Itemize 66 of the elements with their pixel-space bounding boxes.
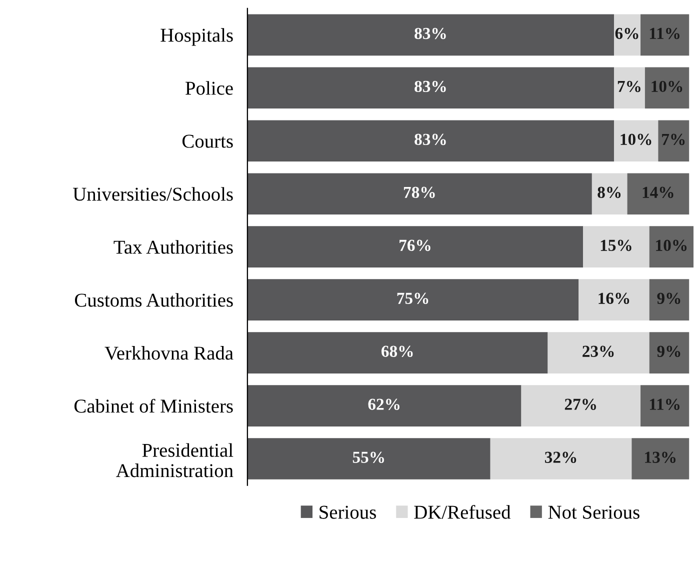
data-label: 10% [652,80,682,92]
bar [627,173,690,215]
bar [649,332,690,374]
data-label: 27% [564,398,596,410]
data-label: 62% [368,398,400,410]
y-tick-label: Universities/Schools [73,187,233,201]
bar [247,438,490,480]
data-label: 9% [657,292,680,304]
bar [548,332,650,374]
data-label: 75% [397,292,428,304]
bar [247,279,579,320]
data-label: 10% [656,240,687,252]
bar [614,14,641,56]
data-label: 10% [620,134,652,146]
data-label: 76% [400,240,430,252]
bar [658,120,690,162]
bar [247,226,584,268]
y-tick-label: Customs Authorities [74,293,233,307]
data-label: 23% [582,346,614,358]
data-label: 32% [544,452,576,463]
data-label: 15% [600,240,632,252]
data-label: 78% [404,186,435,198]
bar [247,385,522,426]
data-label: 68% [382,346,413,358]
bar [578,279,650,320]
data-label: 9% [657,346,680,358]
bar [640,385,690,426]
bar [247,14,614,56]
bar [247,120,614,162]
bar [521,385,641,426]
bar [247,173,592,215]
y-tick-label: Tax Authorities [114,240,233,254]
data-label: 7% [662,134,685,146]
bar [632,438,690,480]
legend-label: DK/Refused [414,504,511,519]
data-label: 6% [615,28,638,40]
data-label: 13% [645,452,676,463]
bar [649,226,694,268]
data-label: 11% [650,398,680,410]
bar [614,120,658,162]
data-label: 7% [618,80,640,92]
legend-label: Not Serious [548,506,640,519]
bar [644,67,690,109]
data-label: 11% [650,28,680,40]
bar [247,67,614,109]
bar [614,67,645,109]
data-label: 14% [642,186,674,198]
bar [583,226,650,268]
legend-label: Serious [320,506,376,519]
y-tick-label: Verkhovna Rada [104,346,234,360]
y-tick-label: Police [186,81,233,95]
bar [592,173,628,215]
data-label: 83% [414,28,446,40]
data-label: 55% [352,452,384,463]
y-tick-label: Courts [182,134,233,148]
data-label: 83% [414,134,446,146]
bar [640,14,690,56]
y-tick-label: Cabinet of Ministers [74,398,233,413]
y-tick-label: Presidential Administration [116,443,234,478]
data-label: 16% [598,292,630,304]
y-tick-label: Hospitals [160,28,233,46]
bar [490,438,632,480]
bar [247,332,548,374]
data-label: 8% [598,186,621,198]
bar [649,279,690,320]
data-label: 83% [414,80,446,92]
